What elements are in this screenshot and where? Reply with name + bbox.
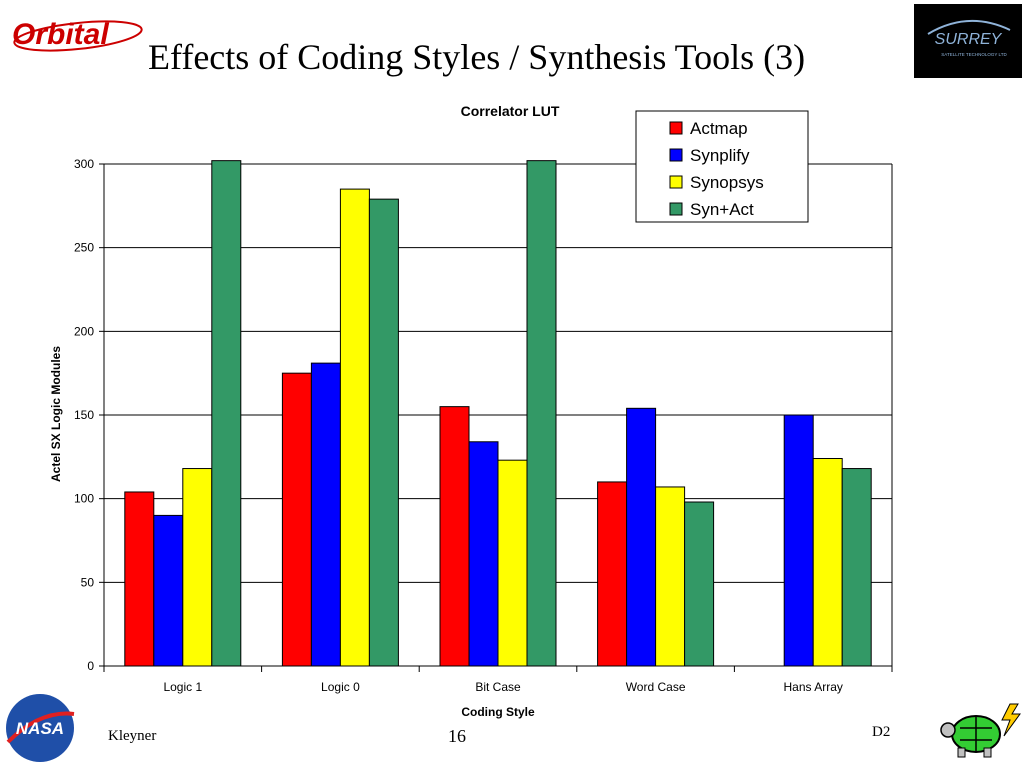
x-tick-labels: Logic 1 Logic 0 Bit Case Word Case Hans Arra… (163, 680, 842, 694)
bar (182, 468, 213, 667)
legend: Actmap Synplify Synopsys Syn+Act (635, 110, 809, 223)
bar (783, 414, 814, 667)
page-number: 16 (448, 726, 466, 746)
y-tick-label: 150 (74, 408, 94, 422)
y-tick-labels: 0 50 100 150 200 250 300 (74, 157, 94, 673)
bar (812, 458, 843, 667)
y-tick-label: 300 (74, 157, 94, 171)
bars (124, 160, 872, 667)
bar (339, 188, 370, 667)
bar (626, 407, 657, 667)
x-tick-label: Logic 1 (163, 680, 202, 694)
bar (841, 468, 872, 667)
legend-label: Synopsys (690, 173, 764, 192)
bar (439, 406, 470, 667)
y-tick-label: 100 (74, 492, 94, 506)
y-tick-label: 50 (81, 575, 95, 589)
slide-title: Effects of Coding Styles / Synthesis Too… (148, 37, 806, 77)
legend-swatch (669, 202, 683, 216)
legend-swatch (669, 148, 683, 162)
nasa-logo-text: NASA (16, 719, 64, 738)
bar (310, 362, 341, 667)
bar (368, 198, 399, 667)
y-tick-label: 0 (87, 659, 94, 673)
bar (526, 160, 557, 667)
x-tick-label: Hans Array (784, 680, 843, 694)
axes (99, 163, 893, 672)
legend-swatch (669, 121, 683, 135)
bar (153, 514, 184, 667)
legend-label: Synplify (690, 146, 750, 165)
y-tick-label: 250 (74, 241, 94, 255)
bar (684, 501, 715, 667)
bar (655, 486, 686, 667)
surrey-logo: SURREY SATELLITE TECHNOLOGY LTD (914, 4, 1022, 78)
x-axis-title: Coding Style (461, 705, 535, 719)
x-tick-label: Bit Case (475, 680, 521, 694)
legend-label: Actmap (690, 119, 748, 138)
legend-box (635, 110, 809, 223)
x-tick-label: Word Case (626, 680, 686, 694)
turtle-icon (940, 703, 1021, 758)
nasa-logo: NASA (6, 694, 75, 762)
y-axis-title: Actel SX Logic Modules (49, 346, 63, 482)
orbital-logo: Orbital (12, 18, 143, 52)
surrey-logo-subtext: SATELLITE TECHNOLOGY LTD (941, 52, 1007, 57)
bar (597, 481, 628, 667)
orbital-logo-text: Orbital (12, 18, 109, 51)
legend-swatch (669, 175, 683, 189)
bar (468, 441, 499, 667)
surrey-logo-text: SURREY (935, 31, 1003, 48)
bar (124, 491, 155, 667)
x-tick-label: Logic 0 (321, 680, 360, 694)
bar (281, 372, 312, 667)
legend-label: Syn+Act (690, 200, 754, 219)
bar (497, 459, 528, 667)
bar (211, 160, 242, 667)
footer-code: D2 (872, 724, 891, 740)
y-tick-label: 200 (74, 324, 94, 338)
chart-title: Correlator LUT (461, 103, 560, 119)
footer-author: Kleyner (108, 728, 157, 744)
